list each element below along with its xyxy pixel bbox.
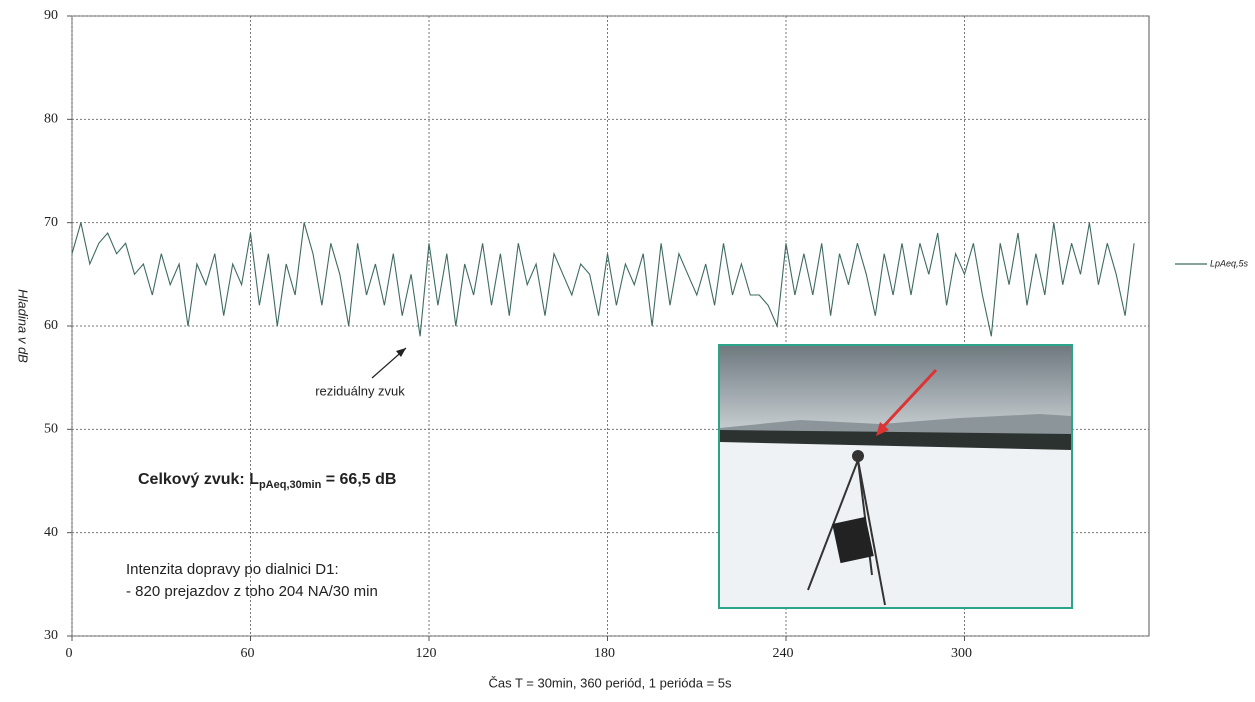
x-tick-label: 180	[594, 646, 615, 661]
y-tick-label: 40	[44, 525, 58, 540]
photo	[718, 344, 1073, 609]
legend-label: LpAeq,5s	[1210, 258, 1249, 268]
x-tick-label: 300	[951, 646, 972, 661]
y-tick-label: 90	[44, 8, 58, 23]
annotation-part: Celkový zvuk: L	[138, 471, 259, 488]
annotation-sub: pAeq,30min	[259, 479, 322, 491]
x-axis-label: Čas T = 30min, 360 periód, 1 perióda = 5…	[488, 675, 732, 690]
data-line	[71, 222, 1135, 337]
annotation: reziduálny zvuk	[315, 383, 405, 398]
x-tick-label: 240	[773, 646, 794, 661]
annotation: - 820 prejazdov z toho 204 NA/30 min	[126, 583, 378, 600]
y-tick-label: 30	[44, 628, 58, 643]
y-tick-label: 50	[44, 422, 58, 437]
annotation: Celkový zvuk: LpAeq,30min = 66,5 dB	[138, 471, 396, 491]
annotation: Intenzita dopravy po dialnici D1:	[126, 561, 339, 578]
y-tick-label: 60	[44, 318, 58, 333]
x-tick-label: 60	[241, 646, 255, 661]
x-tick-label: 0	[66, 646, 73, 661]
x-tick-label: 120	[416, 646, 437, 661]
arrow-head	[396, 348, 406, 357]
y-axis-label: Hladina v dB	[16, 289, 31, 363]
y-tick-label: 80	[44, 112, 58, 127]
y-tick-label: 70	[44, 215, 58, 230]
annotation-part: = 66,5 dB	[321, 471, 396, 488]
